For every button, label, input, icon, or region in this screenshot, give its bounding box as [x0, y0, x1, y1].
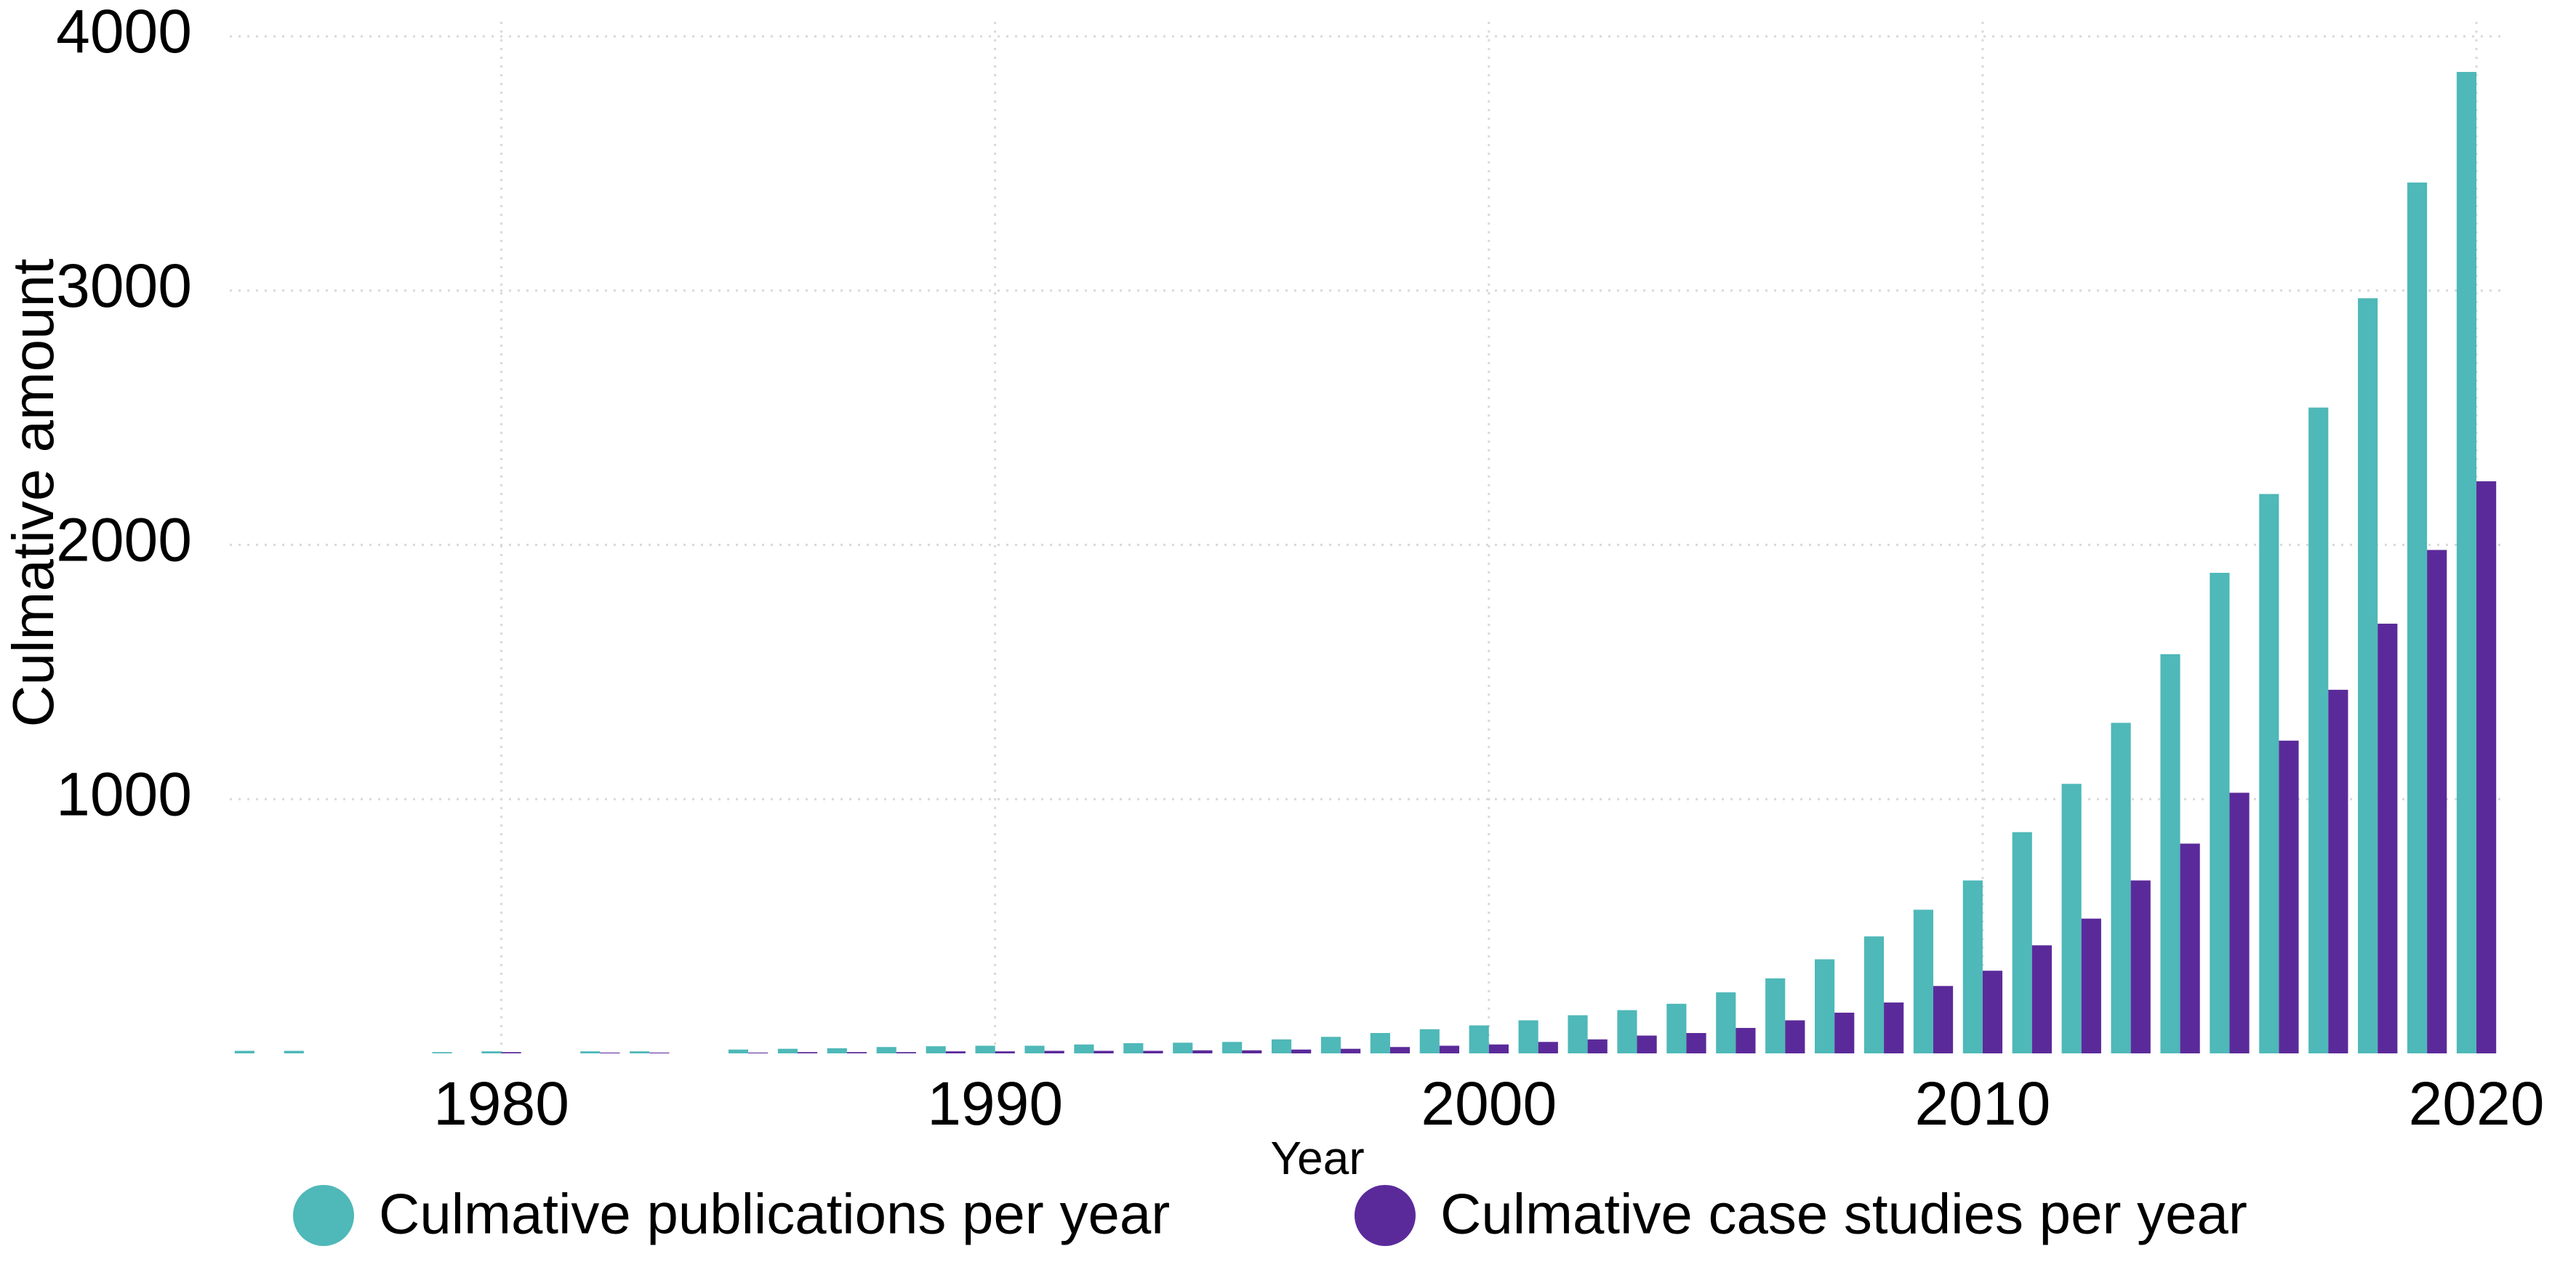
bar: [1518, 1020, 1538, 1053]
bar: [580, 1051, 601, 1053]
bar: [926, 1046, 946, 1053]
bar: [1666, 1003, 1687, 1053]
x-tick-label: 2020: [2409, 1069, 2545, 1138]
bar: [876, 1047, 896, 1053]
bar: [1123, 1043, 1144, 1053]
bar: [2456, 71, 2477, 1054]
bar: [728, 1049, 749, 1053]
bar: [1587, 1039, 1608, 1053]
bar: [2427, 550, 2447, 1053]
bar: [2012, 832, 2032, 1053]
legend-label: Culmative case studies per year: [1440, 1182, 2247, 1246]
legend-swatch: [1355, 1185, 1416, 1246]
bar: [2111, 723, 2131, 1053]
bar: [1568, 1015, 1588, 1053]
x-axis-title: Year: [1270, 1132, 1364, 1184]
bar: [1469, 1025, 1489, 1053]
bar: [1291, 1049, 1312, 1053]
bar: [1074, 1044, 1094, 1053]
bar: [1192, 1050, 1213, 1053]
bar: [432, 1052, 452, 1053]
y-tick-label: 3000: [56, 252, 192, 320]
bar: [501, 1052, 521, 1053]
x-tick-label: 2000: [1421, 1069, 1557, 1138]
bar: [2279, 740, 2299, 1053]
bar: [2210, 572, 2230, 1053]
bar: [896, 1052, 916, 1053]
bar: [1913, 909, 1933, 1053]
bar: [2031, 945, 2052, 1053]
bar: [1716, 992, 1736, 1053]
bar: [1884, 1002, 1904, 1053]
bar: [2358, 298, 2378, 1054]
bar: [2407, 182, 2428, 1054]
bar: [2328, 689, 2348, 1053]
bar: [2130, 880, 2151, 1053]
legend-swatch: [293, 1185, 354, 1246]
bar: [1933, 986, 1954, 1053]
x-tick-label: 1980: [433, 1069, 569, 1138]
bar: [1686, 1033, 1706, 1053]
bar: [945, 1051, 966, 1053]
bar: [481, 1051, 502, 1053]
bar: [2229, 792, 2250, 1053]
y-tick-label: 2000: [56, 506, 192, 574]
bar: [1044, 1050, 1064, 1053]
bar: [2061, 784, 2082, 1053]
bar: [1389, 1047, 1411, 1053]
bar: [1617, 1010, 1637, 1053]
bar: [995, 1051, 1015, 1053]
bar: [1962, 880, 1983, 1053]
legend-label: Culmative publications per year: [379, 1182, 1170, 1246]
y-tick-label: 4000: [56, 0, 192, 65]
y-axis-title: Culmative amount: [1, 259, 65, 728]
bar: [1736, 1028, 1756, 1053]
bar: [777, 1048, 798, 1053]
bar: [1271, 1039, 1292, 1053]
bar: [1863, 936, 1885, 1053]
bar: [1637, 1035, 1657, 1053]
bar: [1419, 1029, 1440, 1053]
bar: [1834, 1013, 1855, 1053]
y-tick-label: 1000: [56, 760, 192, 828]
bar: [1785, 1020, 1805, 1053]
bar: [1370, 1033, 1390, 1053]
bar: [1815, 959, 1835, 1053]
bar: [1439, 1045, 1460, 1053]
bar: [1143, 1050, 1163, 1053]
bar: [2180, 843, 2200, 1053]
bar: [1242, 1050, 1262, 1053]
bar: [975, 1045, 995, 1053]
bar: [2308, 407, 2329, 1053]
bar: [284, 1050, 304, 1053]
bar: [1982, 970, 2003, 1053]
bar: [846, 1052, 867, 1053]
bar: [1094, 1050, 1114, 1053]
bar: [2259, 494, 2279, 1053]
bar: [827, 1048, 847, 1053]
bar: [1024, 1045, 1045, 1053]
bar: [1222, 1042, 1243, 1053]
bar: [630, 1051, 650, 1053]
bar: [1488, 1044, 1509, 1053]
bar: [2081, 918, 2101, 1053]
x-tick-label: 1990: [927, 1069, 1063, 1138]
bar: [234, 1050, 254, 1053]
bar: [1320, 1037, 1341, 1053]
bar: [1341, 1048, 1361, 1053]
bar: [2378, 623, 2398, 1053]
bar: [2476, 481, 2497, 1053]
bar: [798, 1052, 818, 1053]
bar: [2160, 654, 2180, 1053]
bar: [1765, 978, 1786, 1053]
bar: [1538, 1042, 1558, 1053]
x-tick-label: 2010: [1914, 1069, 2050, 1138]
bar: [1173, 1042, 1193, 1053]
